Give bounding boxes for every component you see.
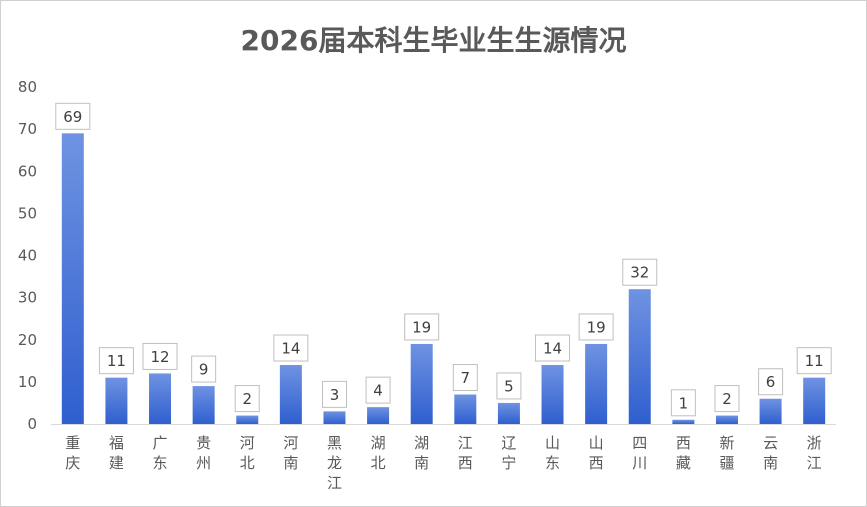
bar [410,343,433,424]
category-label: 河北 [240,434,255,472]
category-label: 云南 [763,434,778,472]
data-label-box [273,334,309,362]
data-label: 11 [805,352,824,370]
data-label-box [98,347,134,375]
bar [803,377,826,424]
data-label: 2 [242,390,252,408]
bar [105,377,128,424]
y-tick-label: 20 [18,331,37,349]
bar [279,365,302,424]
bar [497,402,520,424]
data-label: 19 [412,318,431,336]
data-label: 14 [543,340,562,358]
data-label-box [535,334,571,362]
bar [192,386,215,424]
data-label: 12 [150,348,169,366]
bar [759,398,782,424]
category-label: 西藏 [676,434,691,472]
category-label: 贵州 [196,434,211,472]
data-label: 6 [766,373,776,391]
data-label-box [670,389,696,417]
y-tick-label: 60 [18,162,37,180]
category-label: 黑龙江 [327,434,342,492]
data-label: 19 [587,318,606,336]
data-label: 9 [199,361,209,379]
bar [149,373,172,424]
data-label: 14 [281,340,300,358]
category-label: 江西 [458,434,473,472]
y-tick-label: 40 [18,247,37,265]
y-tick-label: 30 [18,289,37,307]
bar [715,415,738,424]
y-tick-label: 80 [18,78,37,96]
category-label: 湖北 [371,434,386,472]
data-label-box [404,313,440,341]
data-label: 32 [630,264,649,282]
data-label-box [622,258,658,286]
data-label: 4 [373,382,383,400]
category-label: 福建 [109,434,124,472]
data-label-box [578,313,614,341]
y-tick-label: 0 [27,415,37,433]
data-label-box [191,355,217,383]
category-label: 山东 [545,434,560,472]
data-label: 2 [722,390,732,408]
category-label: 山西 [589,434,604,472]
bar [628,289,651,424]
data-label: 1 [679,394,689,412]
data-label: 3 [330,386,340,404]
data-label: 7 [461,369,471,387]
data-label: 11 [107,352,126,370]
data-label-box [796,347,832,375]
category-label: 浙江 [807,434,822,472]
category-label: 广东 [153,434,168,472]
category-label: 河南 [283,434,298,472]
data-label-box [758,368,784,396]
data-label-box [714,385,740,413]
data-label-box [234,385,260,413]
category-label: 四川 [632,434,647,472]
category-label: 新疆 [719,434,734,472]
bar [323,411,346,424]
y-tick-label: 70 [18,120,37,138]
data-label-box [452,364,478,392]
data-label: 69 [63,108,82,126]
data-label-box [365,376,391,404]
bar [454,394,477,424]
data-label-box [321,380,347,408]
data-label: 5 [504,377,514,395]
y-tick-label: 50 [18,204,37,222]
bar [236,415,259,424]
y-tick-label: 10 [18,373,37,391]
bar [541,365,564,424]
data-label-box [496,372,522,400]
category-label: 辽宁 [501,434,516,472]
data-label-box [55,102,91,130]
bar [61,133,84,424]
category-label: 湖南 [414,434,429,472]
chart-title: 2026届本科生毕业生生源情况 [240,24,627,57]
category-label: 重庆 [65,434,80,472]
bar [672,419,695,424]
bar [585,343,608,424]
bar [367,407,390,424]
data-label-box [142,342,178,370]
